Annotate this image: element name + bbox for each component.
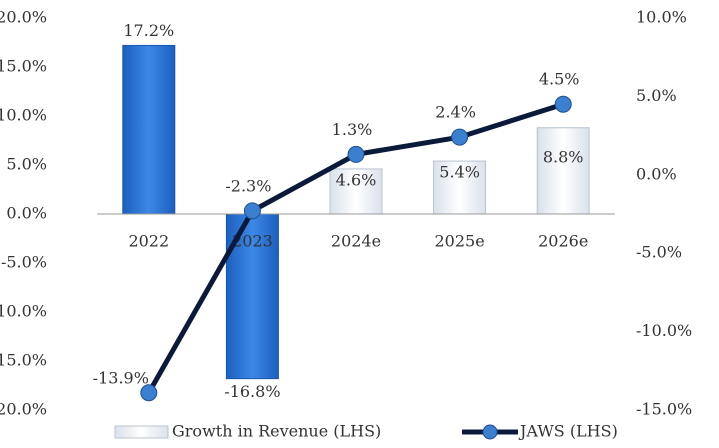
y2-tick-label: -10.0% [636,321,692,340]
y-tick-label: -10.0% [0,302,47,321]
y-tick-label: 20.0% [0,8,47,27]
x-tick-label: 2025e [435,232,485,251]
bar-value-label: 8.8% [543,148,584,167]
y2-tick-label: -15.0% [636,400,692,419]
y-tick-label: 0.0% [6,204,47,223]
line-marker [140,384,158,402]
bar-value-label: 5.4% [439,163,480,182]
y-tick-label: -5.0% [1,253,47,272]
bar-value-label: -16.8% [224,382,280,401]
bar [536,127,590,215]
legend-label: JAWS (LHS) [518,422,618,441]
line-value-label: -13.9% [93,368,149,387]
line-marker [554,95,572,113]
line-value-label: 1.3% [332,120,373,139]
y-tick-label: -15.0% [0,351,47,370]
bar [329,168,383,215]
line-value-label: 4.5% [539,70,580,89]
line-marker [451,128,469,146]
x-tick-label: 2022 [128,232,169,251]
line-value-label: -2.3% [225,176,271,195]
bar [433,160,487,215]
x-tick-label: 2026e [538,232,588,251]
legend-marker [482,424,498,440]
legend-swatch [114,425,169,439]
y2-tick-label: -5.0% [636,243,682,262]
y-tick-label: 10.0% [0,106,47,125]
line-marker [347,145,365,163]
y2-tick-label: 10.0% [636,8,687,27]
line-marker [243,202,261,220]
bar-value-label: 17.2% [123,21,174,40]
legend-label: Growth in Revenue (LHS) [172,422,381,441]
x-tick-label: 2024e [331,232,381,251]
y-tick-label: 15.0% [0,57,47,76]
x-tick-label: 2023 [232,232,273,251]
y-tick-label: 5.0% [6,155,47,174]
bar [122,44,176,215]
bar-value-label: 4.6% [336,170,377,189]
y2-tick-label: 0.0% [636,164,677,183]
y-tick-label: -20.0% [0,400,47,419]
y2-tick-label: 5.0% [636,86,677,105]
line-value-label: 2.4% [435,103,476,122]
